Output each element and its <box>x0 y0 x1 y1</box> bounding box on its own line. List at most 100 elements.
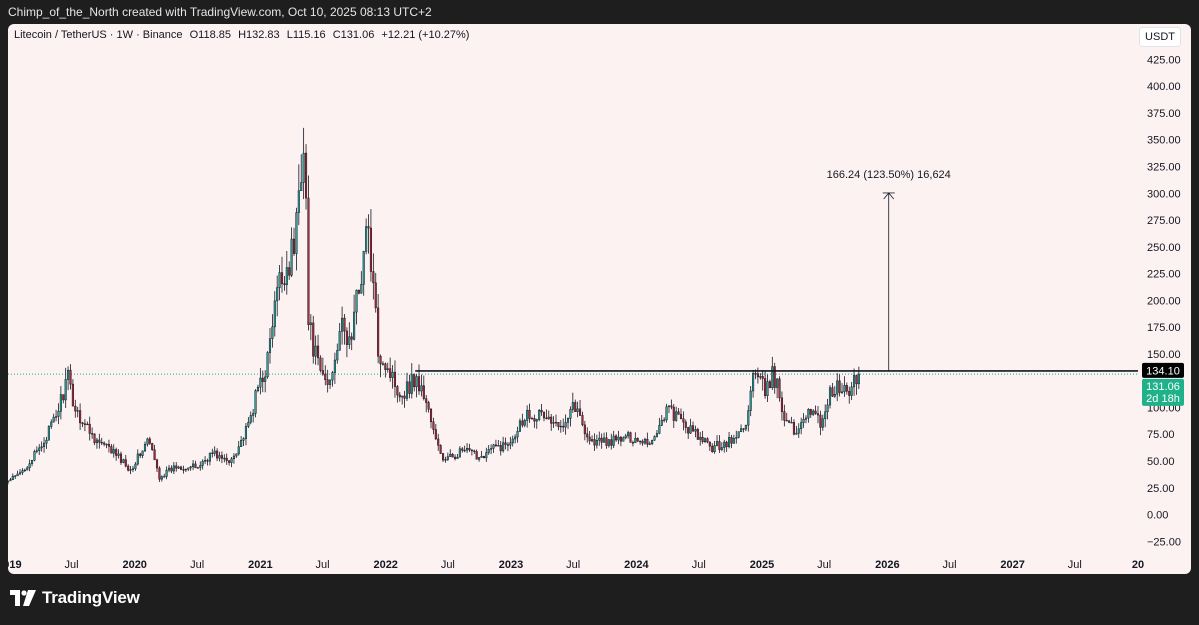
candle-body <box>677 411 680 415</box>
candle-body <box>182 469 185 471</box>
candle-body <box>280 272 284 284</box>
candle-body <box>494 444 497 447</box>
candle-body <box>141 450 144 456</box>
candle-body <box>278 272 281 288</box>
candle-body <box>629 432 632 443</box>
candle-body <box>466 448 469 451</box>
candle-body <box>852 375 856 388</box>
price-chart[interactable]: 425.00 400.00 375.00 350.00 325.00 300.00 275.… <box>8 24 1191 574</box>
candle-body <box>321 370 324 375</box>
tradingview-brand: TradingView <box>42 588 140 607</box>
candle-body <box>838 380 841 393</box>
x-tick-label: Jul <box>64 559 78 571</box>
last-price-label: 131.06 <box>1146 381 1180 393</box>
candle-body <box>98 439 101 443</box>
candle-body <box>429 408 433 423</box>
candle-body <box>480 455 483 458</box>
candle-body <box>725 441 728 447</box>
candle-body <box>50 421 53 427</box>
candle-body <box>146 438 149 445</box>
currency-unit-label: USDT <box>1145 31 1175 43</box>
candle-body <box>377 307 380 357</box>
candle-body <box>369 227 372 272</box>
candle-body <box>636 438 639 442</box>
y-tick-label: −25.00 <box>1147 536 1181 548</box>
chart-pane[interactable]: 425.00 400.00 375.00 350.00 325.00 300.00 275.… <box>8 24 1191 574</box>
candle-body <box>177 466 180 469</box>
candle-body <box>393 371 397 387</box>
candle-body <box>581 415 584 426</box>
candle-body <box>552 422 555 424</box>
candle-body <box>478 457 481 460</box>
candle-body <box>523 420 526 426</box>
candle-body <box>735 437 738 439</box>
candle-body <box>122 459 125 463</box>
candle-body <box>240 440 243 447</box>
candle-body <box>564 422 567 428</box>
candle-body <box>47 426 50 441</box>
candle-body <box>814 410 817 414</box>
candle-body <box>172 465 175 472</box>
candle-body <box>290 238 293 276</box>
x-tick-label: 2027 <box>1000 559 1024 571</box>
candle-body <box>357 289 360 294</box>
candle-body <box>667 405 671 408</box>
candle-body <box>43 442 46 447</box>
candle-body <box>329 379 332 385</box>
candle-body <box>600 437 603 443</box>
y-tick-label: 175.00 <box>1147 322 1181 334</box>
candle-body <box>831 387 834 397</box>
candle-body <box>497 445 500 447</box>
candle-body <box>324 373 327 380</box>
candle-body <box>317 345 320 359</box>
candle-body <box>653 436 656 441</box>
candle-body <box>857 373 860 385</box>
candle-body <box>266 352 269 378</box>
candle-body <box>490 448 493 450</box>
candle-body <box>689 425 692 434</box>
x-tick-label: 2019 <box>8 559 22 571</box>
candle-body <box>802 418 805 423</box>
candle-body <box>184 468 187 471</box>
candle-body <box>622 437 625 442</box>
tradingview-logo[interactable]: TradingView <box>10 588 140 608</box>
x-tick-label: 2021 <box>248 559 272 571</box>
candle-body <box>129 469 132 471</box>
candle-body <box>540 409 543 413</box>
candle-body <box>86 423 89 426</box>
candle-body <box>843 385 846 393</box>
candle-body <box>249 415 252 423</box>
candle-body <box>679 414 683 419</box>
candle-body <box>574 402 577 412</box>
candle-body <box>338 331 341 351</box>
candle-body <box>93 433 96 444</box>
candle-body <box>136 453 139 465</box>
candle-body <box>660 419 663 426</box>
candle-body <box>482 455 485 459</box>
candle-body <box>302 152 305 183</box>
candle-body <box>415 376 418 388</box>
candle-body <box>218 455 221 459</box>
candle-body <box>367 226 370 229</box>
candle-body <box>790 422 793 424</box>
candle-body <box>153 449 156 461</box>
candle-body <box>824 411 827 420</box>
candle-body <box>610 439 613 446</box>
candle-body <box>273 300 276 328</box>
candle-body <box>547 416 550 420</box>
candle-body <box>518 420 522 432</box>
candle-body <box>115 449 118 456</box>
candle-body <box>365 226 368 252</box>
candle-body <box>437 438 440 446</box>
close-value: C131.06 <box>332 29 375 41</box>
currency-unit-button[interactable]: USDT <box>1139 27 1181 47</box>
candle-body <box>451 453 454 458</box>
candle-body <box>828 387 832 406</box>
candle-body <box>8 480 10 483</box>
attribution-text: Chimp_of_the_North created with TradingV… <box>8 5 432 19</box>
candle-body <box>439 445 442 454</box>
candle-body <box>456 456 459 459</box>
candle-body <box>432 421 435 430</box>
y-tick-label: 25.00 <box>1147 483 1175 495</box>
candle-body <box>701 436 704 442</box>
